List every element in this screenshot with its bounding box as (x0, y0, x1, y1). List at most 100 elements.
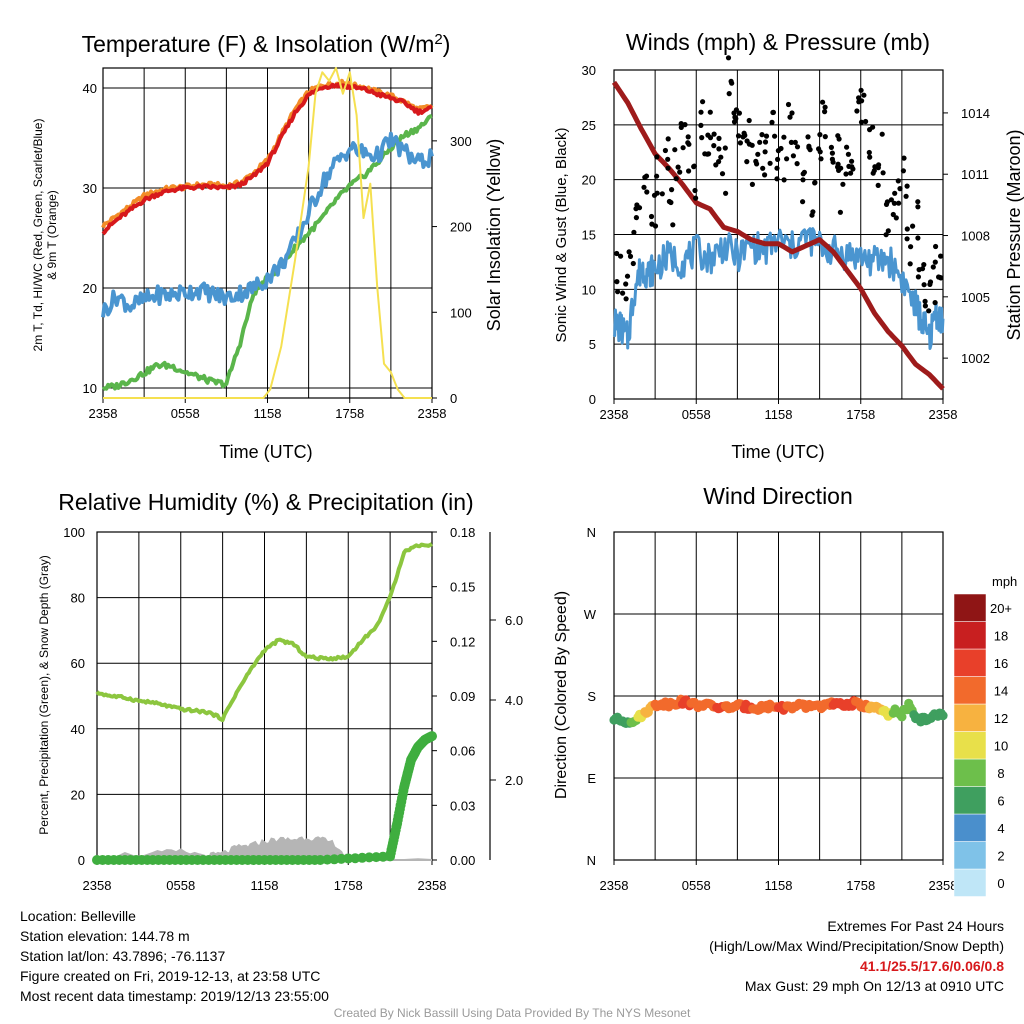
extremes-title: Extremes For Past 24 Hours (827, 918, 1004, 934)
wind-speed-legend-swatch (953, 841, 987, 870)
winds-x-label: Time (UTC) (731, 442, 824, 462)
wind-gust-point (754, 161, 760, 167)
wind-gust-point (915, 274, 922, 280)
wind-gust-point (686, 168, 692, 174)
wind-gust-point (654, 190, 660, 196)
wind-gust-point (926, 308, 932, 314)
humidity-x-tick-label: 1758 (334, 878, 363, 893)
humidity-x-tick-label: 0558 (166, 878, 195, 893)
humidity-x-tick-label: 1158 (251, 878, 279, 893)
wind-gust-point (693, 195, 699, 201)
temperature-y-tick-label: 40 (83, 81, 97, 96)
wind-gust-point (785, 101, 792, 108)
wind-gust-point (892, 190, 898, 196)
wind-gust-point (678, 121, 684, 127)
winds-y-tick-label: 20 (582, 173, 596, 188)
wind-gust-point (762, 172, 768, 178)
wind-gust-point (800, 177, 806, 183)
wind-gust-point (769, 119, 775, 125)
station-location: Location: Belleville (20, 908, 136, 924)
snow-depth-tick-label: 4.0 (505, 693, 523, 708)
wind-gust-point (822, 134, 828, 140)
wind-speed-legend-swatch (953, 758, 987, 787)
wind-gust-point (772, 133, 778, 139)
wind-gust-point (789, 110, 795, 116)
snow-depth-area (96, 836, 433, 861)
wind-gust-point (624, 273, 631, 279)
temperature-panel: Temperature (F) & Insolation (W/m2) 2m T… (31, 31, 504, 462)
snow-depth-tick-label: 6.0 (505, 613, 523, 628)
wind-gust-point (822, 109, 828, 115)
wind-direction-panel: Wind Direction Direction (Colored By Spe… (553, 483, 1017, 897)
wind-gust-point (774, 165, 780, 171)
wind-gust-point (700, 99, 706, 105)
wind-gust-point (781, 177, 787, 183)
wind-direction-y-tick-label: S (587, 689, 596, 704)
temperature-x-tick-label: 1758 (335, 406, 364, 421)
wind-gust-point (829, 156, 836, 162)
wind-gust-point (781, 134, 787, 140)
wind-gust-point (665, 136, 671, 142)
wind-gust-point (845, 151, 852, 157)
pressure-y-tick-label: 1005 (961, 290, 990, 305)
wind-gust-point (716, 146, 722, 152)
wind-gust-point (767, 160, 773, 166)
wind-gust-point (760, 165, 766, 171)
wind-gust-point (746, 117, 752, 124)
temperature-2m-line (101, 82, 433, 236)
temperature-y-label-2: & 9m T (Orange) (45, 190, 59, 280)
precipitation-point (378, 851, 389, 862)
precip-y-tick-label: 0.12 (450, 634, 475, 649)
wind-speed-legend-label: 12 (994, 711, 1008, 726)
wind-gust-point (916, 267, 922, 273)
station-elevation: Station elevation: 144.78 m (20, 928, 190, 944)
temperature-y-tick-label: 20 (83, 281, 97, 296)
wind-gust-point (938, 253, 944, 259)
wind-gust-point (698, 122, 704, 128)
wind-gust-point (879, 131, 885, 137)
wind-gust-point (672, 147, 678, 153)
wind-gust-point (623, 281, 629, 287)
wind-gust-point (691, 164, 697, 170)
wind-gust-point (817, 132, 823, 138)
temperature-panel-title: Temperature (F) & Insolation (W/m2) (82, 31, 451, 57)
wind-gust-point (686, 141, 692, 147)
wind-gust-point (711, 131, 717, 137)
wind-gust-point (871, 168, 877, 174)
wind-gust-point (749, 181, 756, 187)
temperature-x-label: Time (UTC) (219, 442, 312, 462)
wind-gust-point (711, 143, 717, 149)
winds-y-tick-label: 25 (582, 118, 596, 133)
wind-gust-point (890, 211, 896, 218)
wind-gust-point (718, 154, 724, 160)
wind-gust-point (614, 279, 620, 285)
wind-gust-point (736, 110, 743, 116)
wind-gust-point (770, 109, 777, 115)
winds-x-tick-label: 1158 (765, 407, 793, 422)
wind-gust-point (859, 98, 865, 104)
wind-gust-point (673, 176, 679, 182)
recent-timestamp: Most recent data timestamp: 2019/12/13 2… (20, 988, 329, 1004)
wind-gust-point (644, 189, 650, 195)
temperature-x-tick-label: 2358 (418, 406, 447, 421)
wind-gust-point (904, 183, 910, 189)
wind-gust-point (633, 215, 640, 221)
wind-gust-point (659, 191, 665, 197)
wind-gust-point (927, 279, 934, 285)
wind-gust-point (896, 200, 902, 206)
wind-direction-point (897, 712, 907, 722)
wind-gust-point (706, 151, 712, 157)
insolation-y-tick-label: 300 (450, 134, 472, 149)
wind-gust-point (735, 133, 742, 139)
credit-line: Created By Nick Bassill Using Data Provi… (333, 1006, 691, 1020)
wind-gust-point (840, 181, 846, 187)
wind-speed-legend-swatch (953, 786, 987, 815)
precip-y-tick-label: 0.03 (450, 798, 475, 813)
precipitation-point (427, 731, 437, 742)
pressure-y-tick-label: 1008 (961, 229, 990, 244)
wind-gust-point (774, 176, 780, 182)
wind-gust-point (778, 145, 784, 152)
wind-gust-point (937, 274, 943, 281)
wind-gust-point (903, 193, 909, 199)
wind-gust-point (838, 165, 844, 171)
